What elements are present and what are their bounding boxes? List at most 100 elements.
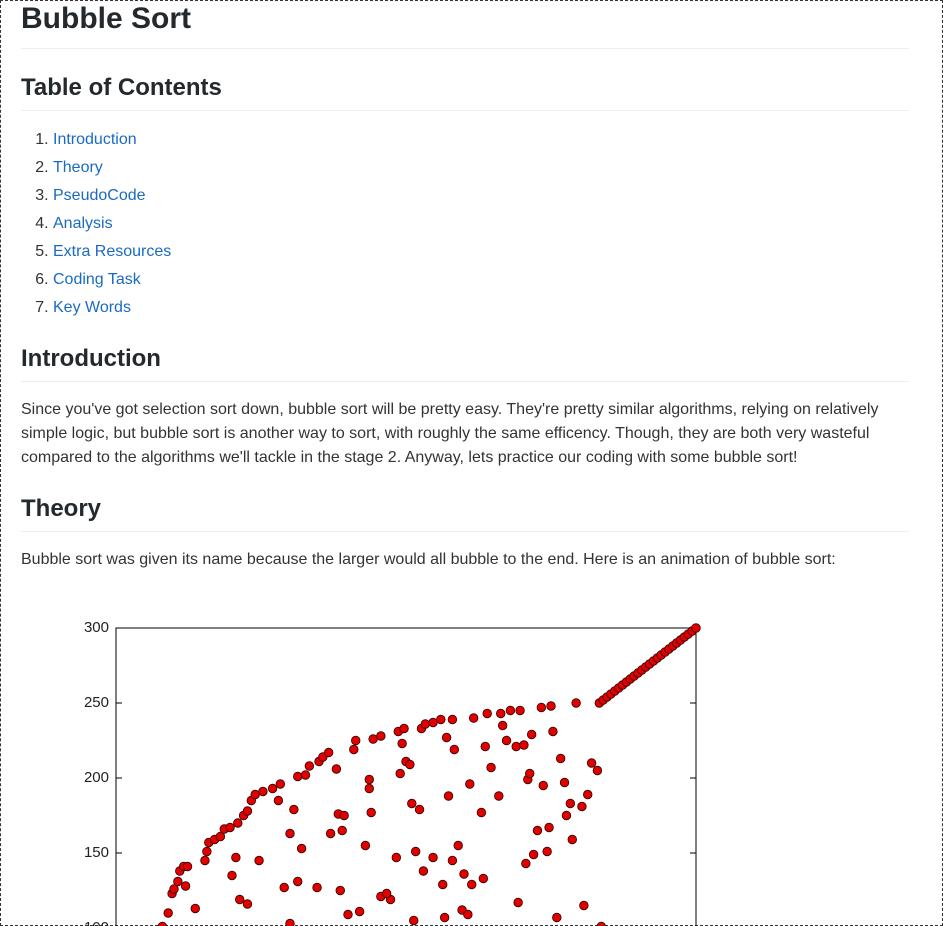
scatter-point xyxy=(169,884,179,894)
scatter-point xyxy=(592,765,603,776)
scatter-point xyxy=(555,753,566,764)
scatter-point xyxy=(273,795,284,806)
scatter-point xyxy=(505,705,516,716)
scatter-point xyxy=(542,846,552,857)
toc-item: Analysis xyxy=(53,210,909,238)
scatter-point xyxy=(190,903,200,914)
scatter-point xyxy=(275,779,286,789)
y-tick-label: 300 xyxy=(84,619,109,636)
scatter-point xyxy=(497,720,508,731)
toc-list: Introduction Theory PseudoCode Analysis Extr… xyxy=(21,126,909,322)
section-heading: Theory xyxy=(21,494,909,532)
plot-frame xyxy=(115,627,697,926)
scatter-point xyxy=(441,732,452,743)
scatter-point xyxy=(515,705,525,716)
toc-heading: Table of Contents xyxy=(21,73,909,111)
scatter-point xyxy=(258,786,268,797)
scatter-point xyxy=(202,846,212,857)
scatter-point xyxy=(439,912,450,923)
scatter-point xyxy=(293,876,303,887)
scatter-point xyxy=(225,822,235,833)
scatter-point xyxy=(200,855,210,866)
scatter-point xyxy=(519,740,529,750)
scatter-point xyxy=(465,779,475,789)
toc-item: Theory xyxy=(53,154,909,182)
scatter-point xyxy=(459,869,469,879)
scatter-point xyxy=(521,858,531,869)
scatter-point xyxy=(254,855,264,866)
y-tick-label: 250 xyxy=(84,694,109,711)
scatter-point xyxy=(548,726,558,737)
scatter-point xyxy=(538,780,548,791)
scatter-point xyxy=(447,714,458,725)
scatter-point xyxy=(414,804,425,815)
toc-link[interactable]: Coding Task xyxy=(53,271,141,288)
scatter-point xyxy=(157,921,168,926)
scatter-point xyxy=(289,804,299,815)
scatter-point xyxy=(528,849,539,860)
scatter-point xyxy=(381,888,392,899)
scatter-point xyxy=(376,731,386,741)
scatter-point xyxy=(536,702,547,713)
toc-link[interactable]: PseudoCode xyxy=(53,187,146,204)
scatter-point xyxy=(418,866,429,876)
scatter-point xyxy=(397,738,407,749)
scatter-point xyxy=(486,762,496,773)
scatter-point xyxy=(233,818,243,828)
scatter-point xyxy=(579,900,589,911)
y-tick-label: 150 xyxy=(84,844,109,861)
scatter-point xyxy=(405,759,415,770)
toc-link[interactable]: Analysis xyxy=(53,215,113,232)
scatter-point xyxy=(438,879,448,890)
scatter-point xyxy=(312,882,322,893)
scatter-point xyxy=(293,771,303,782)
scatter-point xyxy=(571,698,581,708)
scatter-point xyxy=(567,834,577,845)
scatter-point xyxy=(453,840,463,851)
scatter-point xyxy=(443,791,454,801)
scatter-point xyxy=(552,912,562,923)
scatter-point xyxy=(354,906,365,917)
scatter-point xyxy=(339,810,349,821)
scatter-point xyxy=(335,885,345,896)
scatter-point xyxy=(428,852,438,863)
scatter-point xyxy=(399,723,409,734)
scatter-point xyxy=(285,918,295,926)
scatter-point xyxy=(267,783,278,794)
page-title: Bubble Sort xyxy=(21,2,909,49)
toc-item: Extra Resources xyxy=(53,238,909,266)
scatter-point xyxy=(163,908,173,918)
scatter-point xyxy=(546,701,556,711)
scatter-point xyxy=(447,855,458,866)
scatter-point xyxy=(368,734,378,744)
toc-link[interactable]: Extra Resources xyxy=(53,243,172,260)
scatter-point xyxy=(494,791,504,801)
scatter-point xyxy=(364,783,374,794)
scatter-point xyxy=(482,708,492,719)
scatter-point xyxy=(467,879,477,890)
toc-link[interactable]: Key Words xyxy=(53,299,131,316)
toc-link[interactable]: Theory xyxy=(53,159,103,176)
scatter-point xyxy=(420,719,431,729)
y-tick-label: 200 xyxy=(84,769,109,786)
toc-item: Introduction xyxy=(53,126,909,154)
scatter-point xyxy=(561,810,572,821)
scatter-point xyxy=(410,846,421,857)
scatter-point xyxy=(428,717,438,728)
paragraph: Since you've got selection sort down, bu… xyxy=(21,401,879,466)
scatter-point xyxy=(480,741,490,752)
scatter-point xyxy=(250,789,260,800)
scatter-point xyxy=(337,825,347,836)
toc-item: PseudoCode xyxy=(53,182,909,210)
scatter-point xyxy=(525,768,535,779)
scatter-point xyxy=(296,843,307,854)
scatter-point xyxy=(364,774,374,785)
toc-item: Coding Task xyxy=(53,266,909,294)
toc-link[interactable]: Introduction xyxy=(53,131,137,148)
scatter-point xyxy=(351,735,361,746)
scatter-point xyxy=(409,915,419,926)
scatter-point xyxy=(513,897,523,908)
scatter-point xyxy=(227,870,237,881)
scatter-point xyxy=(366,807,376,818)
